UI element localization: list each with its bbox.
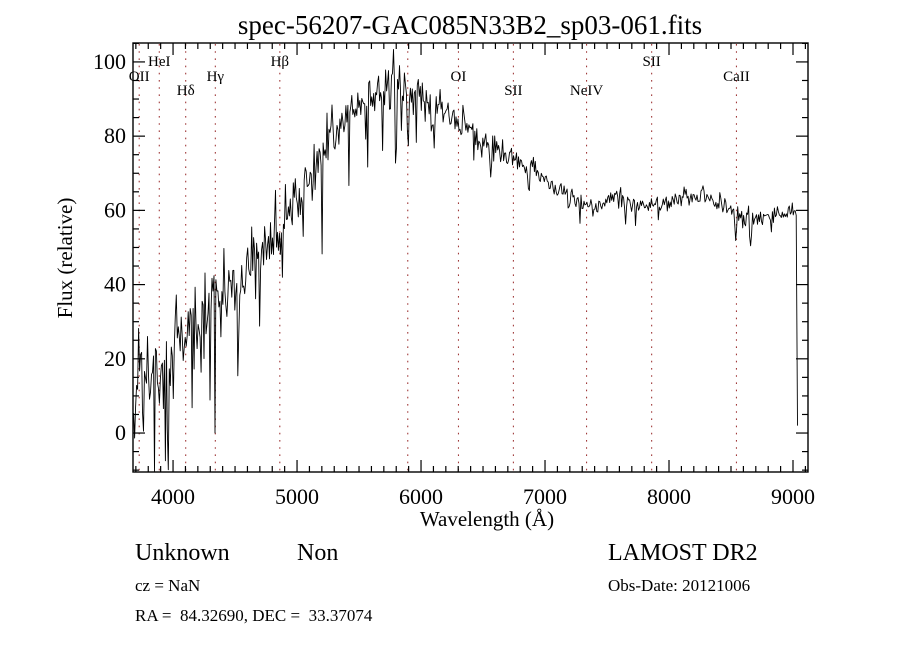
line-label-CaII: CaII	[723, 69, 750, 85]
classification-text: Unknown	[135, 540, 230, 566]
line-label-SII: SII	[504, 83, 522, 99]
line-label-Hγ: Hγ	[207, 69, 225, 85]
line-label-Hβ: Hβ	[271, 54, 289, 70]
x-tick-label: 8000	[647, 484, 691, 509]
axis-tick-labels: 4000 5000 6000 7000 8000 9000 0 20 40 60 80 100	[93, 49, 815, 509]
cz-text: cz = NaN	[135, 576, 200, 595]
line-label-HeI: HeI	[148, 54, 171, 70]
obs-date-text: Obs-Date: 20121006	[608, 576, 750, 595]
spectrum-trace	[133, 49, 798, 472]
y-axis-label: Flux (relative)	[53, 198, 77, 319]
plot-title: spec-56207-GAC085N33B2_sp03-061.fits	[238, 10, 702, 40]
x-tick-label: 7000	[523, 484, 567, 509]
axis-ticks	[133, 42, 808, 472]
x-tick-label: 4000	[151, 484, 195, 509]
line-label-NeIV: NeIV	[570, 83, 603, 99]
y-tick-label: 0	[115, 420, 126, 445]
line-label-SII: SII	[642, 54, 660, 70]
x-axis-label: Wavelength (Å)	[420, 507, 554, 531]
y-tick-label: 40	[104, 272, 126, 297]
subclass-text: Non	[297, 540, 338, 566]
line-label-OII: OII	[129, 69, 150, 85]
y-tick-label: 60	[104, 197, 126, 222]
x-tick-label: 5000	[275, 484, 319, 509]
y-tick-label: 100	[93, 49, 126, 74]
x-tick-label: 9000	[771, 484, 815, 509]
y-tick-label: 80	[104, 123, 126, 148]
x-tick-label: 6000	[399, 484, 443, 509]
line-label-Hδ: Hδ	[177, 83, 195, 99]
y-tick-label: 20	[104, 346, 126, 371]
survey-text: LAMOST DR2	[608, 540, 758, 566]
line-label-OI: OI	[451, 69, 467, 85]
ra-dec-text: RA = 84.32690, DEC = 33.37074	[135, 606, 373, 625]
spectrum-line	[133, 49, 798, 472]
